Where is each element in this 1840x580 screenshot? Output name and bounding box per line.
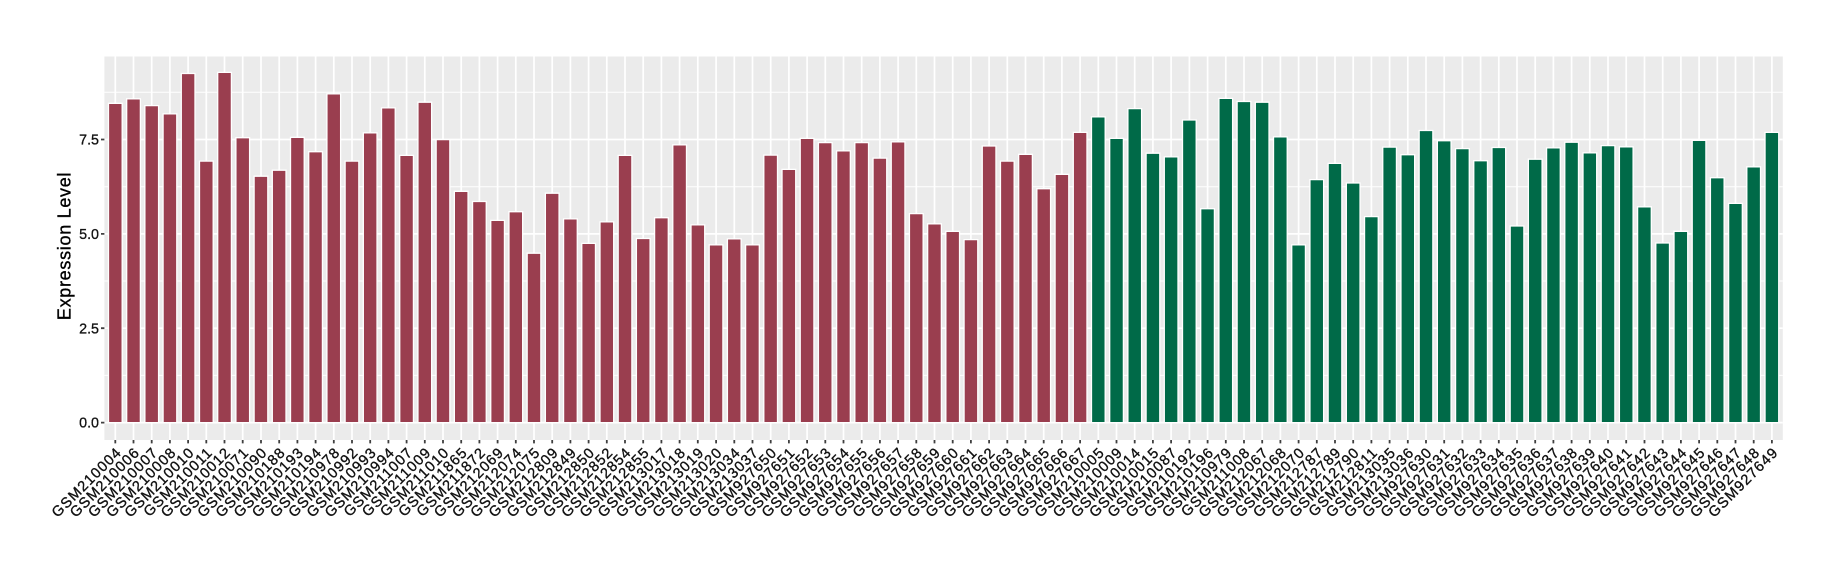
svg-text:7.5: 7.5 (79, 133, 99, 149)
svg-text:Expression Level: Expression Level (55, 172, 75, 320)
svg-text:0.0: 0.0 (79, 416, 99, 432)
svg-text:5.0: 5.0 (79, 227, 99, 243)
svg-text:2.5: 2.5 (79, 321, 99, 337)
